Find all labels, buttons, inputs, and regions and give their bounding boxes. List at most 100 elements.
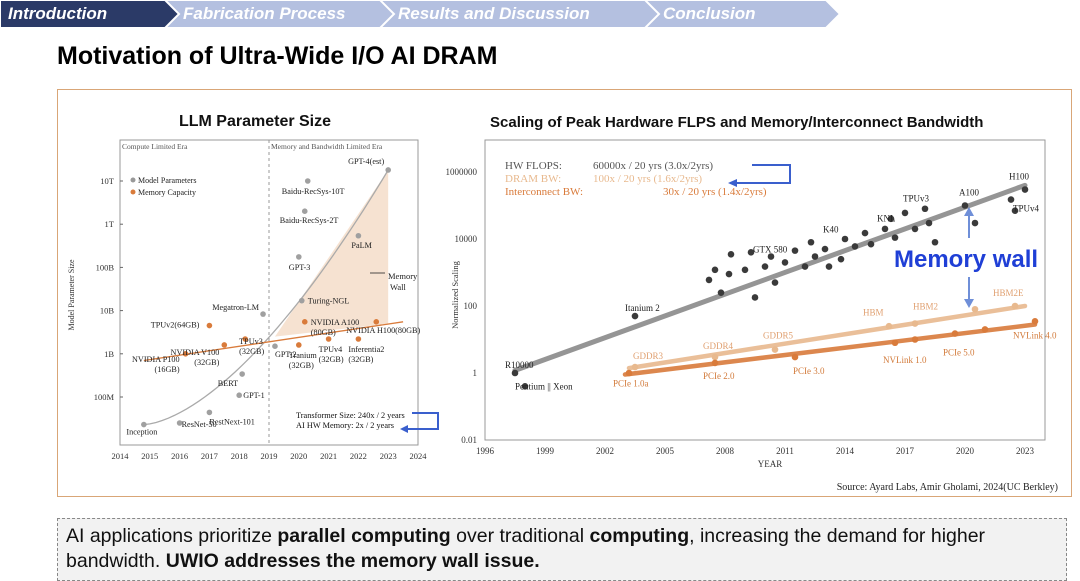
tab-label: Results and Discussion — [398, 4, 590, 23]
callout-bold2: computing — [589, 525, 690, 547]
param-point — [206, 409, 213, 416]
tab-1[interactable]: Introduction — [0, 0, 182, 28]
right-y-tick: 1 — [473, 368, 478, 378]
legend-name-3: Interconnect BW: — [505, 186, 583, 198]
point-series-2 — [771, 346, 779, 353]
point-series-1 — [741, 266, 749, 274]
right-x-tick: 2020 — [956, 446, 975, 456]
legend-value-2: 100x / 20 yrs (1.6x/2yrs) — [593, 173, 702, 185]
param-label: Inception — [126, 428, 157, 437]
point-series-1 — [881, 225, 889, 233]
hw-memory-note: AI HW Memory: 2x / 2 years — [296, 421, 394, 430]
device-label: PCIe 2.0 — [703, 371, 735, 381]
param-label: ResNet-50 — [182, 420, 217, 429]
left-y-tick: 10B — [100, 306, 115, 316]
param-label: RestNext-101 — [209, 417, 254, 426]
device-label: A100 — [959, 188, 979, 198]
right-y-tick: 100 — [464, 301, 478, 311]
llm-parameter-chart: LLM Parameter Size Compute Limited Era Mem… — [67, 113, 439, 461]
point-series-1 — [911, 225, 919, 233]
point-series-1 — [971, 219, 979, 227]
device-label: K40 — [823, 224, 839, 234]
callout-part1: AI applications prioritize — [66, 525, 278, 547]
point-series-1 — [821, 245, 829, 253]
point-series-1 — [711, 266, 719, 274]
device-label: GDDR4 — [703, 341, 734, 351]
point-series-2 — [631, 363, 639, 371]
memory-label: TPUv3 (32GB) — [239, 337, 264, 356]
tab-4[interactable]: Conclusion — [643, 0, 842, 28]
memory-wall-shade — [274, 169, 389, 337]
memory-wall-label-1: Memory — [388, 271, 418, 281]
param-point — [236, 392, 242, 399]
era-label-memory: Memory and Bandwidth Limited Era — [271, 142, 383, 151]
point-series-3 — [911, 336, 919, 343]
tab-label: Introduction — [8, 4, 107, 23]
left-chart-title: LLM Parameter Size — [179, 113, 331, 130]
left-x-tick: 2022 — [350, 451, 367, 461]
device-label: HBM — [863, 307, 884, 317]
right-y-tick: 1000000 — [446, 167, 478, 177]
left-y-axis-label: Model Parameter Size — [67, 259, 76, 331]
point-series-1 — [825, 263, 833, 270]
memory-point — [206, 322, 213, 329]
point-series-2 — [711, 353, 719, 361]
left-x-tick: 2024 — [410, 451, 428, 461]
param-point — [385, 167, 392, 173]
memory-point — [301, 319, 308, 325]
param-label: GPT-4(est) — [348, 157, 384, 166]
legend-marker-memory — [130, 189, 136, 195]
memory-point — [325, 336, 332, 342]
param-label: Megatron-LM — [212, 303, 260, 312]
point-series-1 — [727, 250, 735, 258]
device-label: GDDR5 — [763, 331, 794, 341]
legend-arrow — [736, 164, 791, 184]
device-label: HBM2 — [913, 301, 938, 311]
memory-point — [355, 336, 362, 342]
device-label: H100 — [1009, 172, 1029, 182]
left-x-tick: 2019 — [261, 451, 278, 461]
era-label-compute: Compute Limited Era — [122, 142, 188, 151]
param-label: GPT-2 — [275, 350, 297, 359]
device-label: TPUv3 — [903, 194, 930, 204]
memory-label: Inferentia2 (32GB) — [348, 345, 384, 364]
right-x-tick: 2014 — [836, 446, 855, 456]
tab-2[interactable]: Fabrication Process — [163, 0, 397, 28]
section-nav: Introduction Fabrication Process Results a… — [0, 0, 842, 28]
left-x-tick: 2014 — [112, 451, 130, 461]
tab-shape — [643, 0, 842, 28]
device-label: PCIe 3.0 — [793, 366, 825, 376]
point-label: Pentium || Xeon — [515, 381, 573, 391]
point-series-1 — [761, 263, 769, 270]
point-series-1 — [851, 243, 859, 250]
callout-bold3: UWIO addresses the memory wall issue. — [165, 550, 540, 572]
tab-3[interactable]: Results and Discussion — [378, 0, 662, 28]
param-point — [260, 311, 266, 317]
legend-memory: Memory Capacity — [138, 188, 196, 197]
param-label: GPT-3 — [289, 263, 311, 272]
tab-shape — [163, 0, 397, 28]
param-point — [298, 297, 305, 304]
left-x-tick: 2021 — [320, 451, 337, 461]
param-point — [304, 178, 311, 184]
point-series-1 — [631, 312, 639, 320]
scaling-chart: Scaling of Peak Hardware FLPS and Memory… — [446, 114, 1059, 493]
tab-label: Fabrication Process — [183, 4, 346, 23]
left-y-tick: 1B — [104, 349, 114, 359]
param-point — [176, 420, 183, 426]
callout-part3: , increasing the demand for higher bandw… — [66, 525, 986, 572]
left-y-tick: 10T — [100, 176, 115, 186]
point-series-3 — [711, 359, 719, 367]
device-label: PCIe 1.0a — [613, 379, 649, 389]
left-y-tick: 100M — [94, 392, 115, 402]
point-series-1 — [1011, 207, 1019, 214]
point-series-3 — [1031, 317, 1039, 325]
point-series-1 — [811, 253, 819, 260]
param-label: BERT — [218, 379, 238, 388]
device-label: PCIe 5.0 — [943, 348, 975, 358]
right-x-tick: 2002 — [596, 446, 614, 456]
right-y-tick: 0.01 — [461, 435, 477, 445]
device-label: NVLink 4.0 — [1013, 331, 1057, 341]
source-note: Source: Ayard Labs, Amir Gholami, 2024(U… — [837, 482, 1058, 493]
legend-params: Model Parameters — [138, 176, 196, 185]
